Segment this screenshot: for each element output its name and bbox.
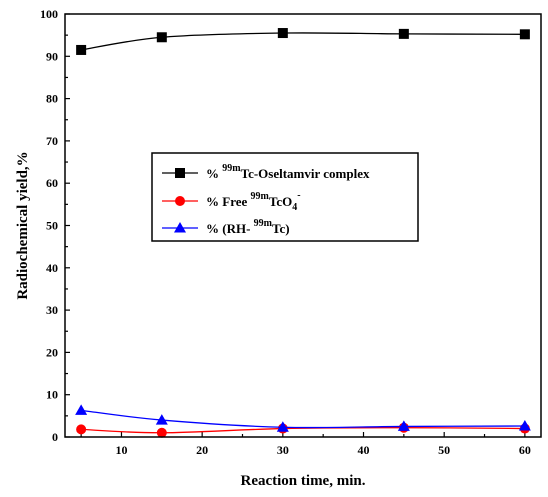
data-point (76, 424, 87, 435)
x-tick-label: 10 (115, 443, 127, 457)
y-tick-label: 30 (46, 303, 58, 317)
legend-item: % Free 99mTcO4- (162, 190, 301, 213)
legend-label: % (RH- 99mTc) (206, 218, 290, 236)
legend-label: % 99mTc-Oseltamvir complex (206, 163, 370, 181)
y-tick-label: 20 (46, 345, 58, 359)
data-point (156, 427, 167, 438)
y-tick-label: 40 (46, 261, 58, 275)
data-point (518, 420, 531, 431)
legend-marker (174, 222, 186, 233)
x-tick-label: 50 (438, 443, 450, 457)
legend-item: % (RH- 99mTc) (162, 218, 290, 236)
y-tick-label: 60 (46, 176, 58, 190)
legend-item: % 99mTc-Oseltamvir complex (162, 163, 370, 181)
y-tick-label: 10 (46, 388, 58, 402)
y-tick-label: 100 (40, 7, 58, 21)
series-layer (75, 28, 531, 438)
x-tick-label: 30 (277, 443, 289, 457)
y-tick-label: 50 (46, 219, 58, 233)
legend: % 99mTc-Oseltamvir complex % Free 99mTcO4… (151, 152, 419, 242)
legend-marker (175, 196, 185, 206)
plot-frame (64, 13, 542, 438)
series-free-pertechnetate (76, 422, 530, 438)
y-tick-label: 0 (52, 430, 58, 444)
x-tick-label: 40 (358, 443, 370, 457)
data-point (75, 404, 88, 415)
y-tick-label: 90 (46, 49, 58, 63)
legend-box (151, 152, 419, 242)
series-line (81, 427, 525, 434)
data-point (76, 44, 87, 55)
y-axis-title: Radiochemical yield,% (15, 151, 31, 299)
y-tick-label: 70 (46, 134, 58, 148)
series-line (81, 32, 525, 51)
series-reduced-hydrolyzed (75, 404, 531, 432)
legend-marker (175, 168, 185, 178)
data-point (519, 29, 530, 40)
legend-label: % Free 99mTcO4- (206, 190, 301, 213)
data-point (155, 414, 168, 425)
data-point (397, 420, 410, 431)
tick-labels: 0 10 20 30 40 50 60 70 80 90 100 10 20 30 40 50 60 (40, 7, 531, 457)
x-tick-label: 20 (196, 443, 208, 457)
data-point (276, 421, 289, 432)
x-axis-title: Reaction time, min. (241, 473, 366, 489)
series-line (81, 409, 525, 429)
x-tick-label: 60 (519, 443, 531, 457)
data-point (156, 32, 167, 43)
y-tick-label: 80 (46, 92, 58, 106)
data-point (398, 28, 409, 39)
data-point (277, 28, 288, 39)
series-complex (76, 28, 530, 55)
